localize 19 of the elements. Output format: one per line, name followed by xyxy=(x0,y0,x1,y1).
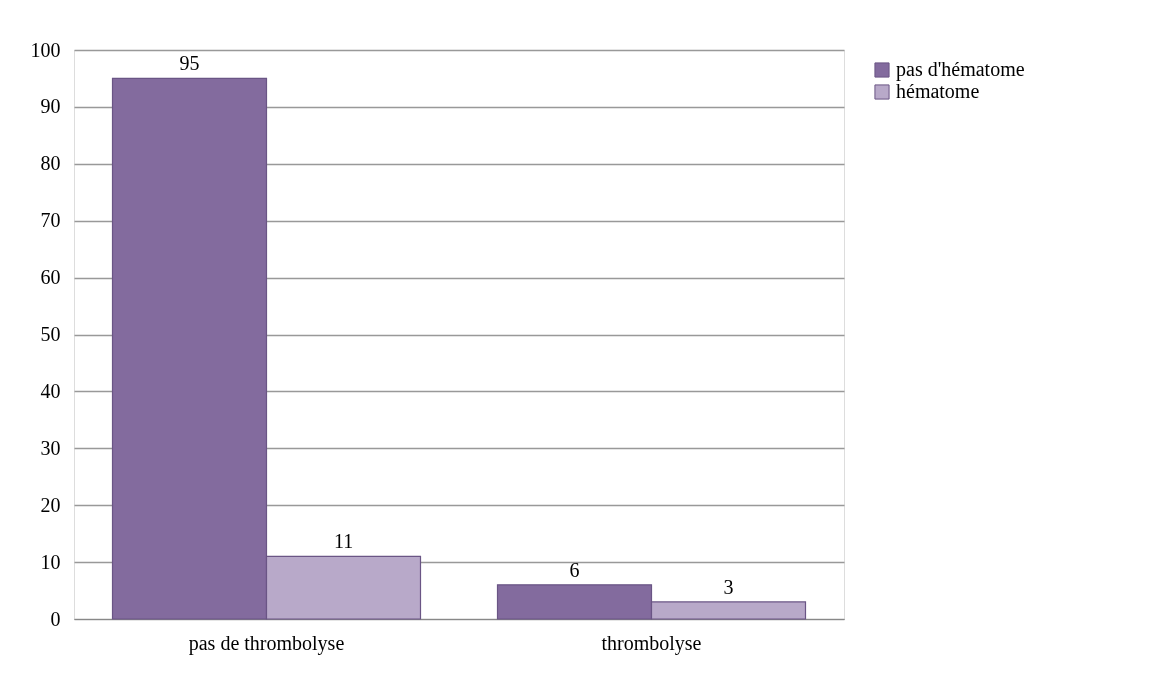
y-tick-label: 90 xyxy=(40,95,61,118)
y-tick-label: 20 xyxy=(40,493,61,516)
y-tick-label: 70 xyxy=(40,209,61,232)
y-tick-label: 60 xyxy=(40,266,61,289)
data-label: 11 xyxy=(333,530,354,553)
x-tick-label: thrombolyse xyxy=(601,631,702,655)
y-tick-label: 40 xyxy=(40,379,61,402)
y-tick-label: 0 xyxy=(50,607,61,630)
y-tick-label: 50 xyxy=(40,323,61,345)
data-label: 6 xyxy=(569,558,580,581)
x-tick-label: pas de thrombolyse xyxy=(188,631,345,655)
legend-label: hématome xyxy=(896,80,980,102)
legend-label: pas d'hématome xyxy=(896,58,1025,81)
y-tick-label: 80 xyxy=(40,152,61,175)
data-label: 95 xyxy=(179,52,200,75)
y-tick-label: 10 xyxy=(40,550,61,573)
data-label: 3 xyxy=(723,575,734,598)
y-tick-label: 30 xyxy=(40,436,61,459)
y-tick-label: 100 xyxy=(30,38,61,61)
